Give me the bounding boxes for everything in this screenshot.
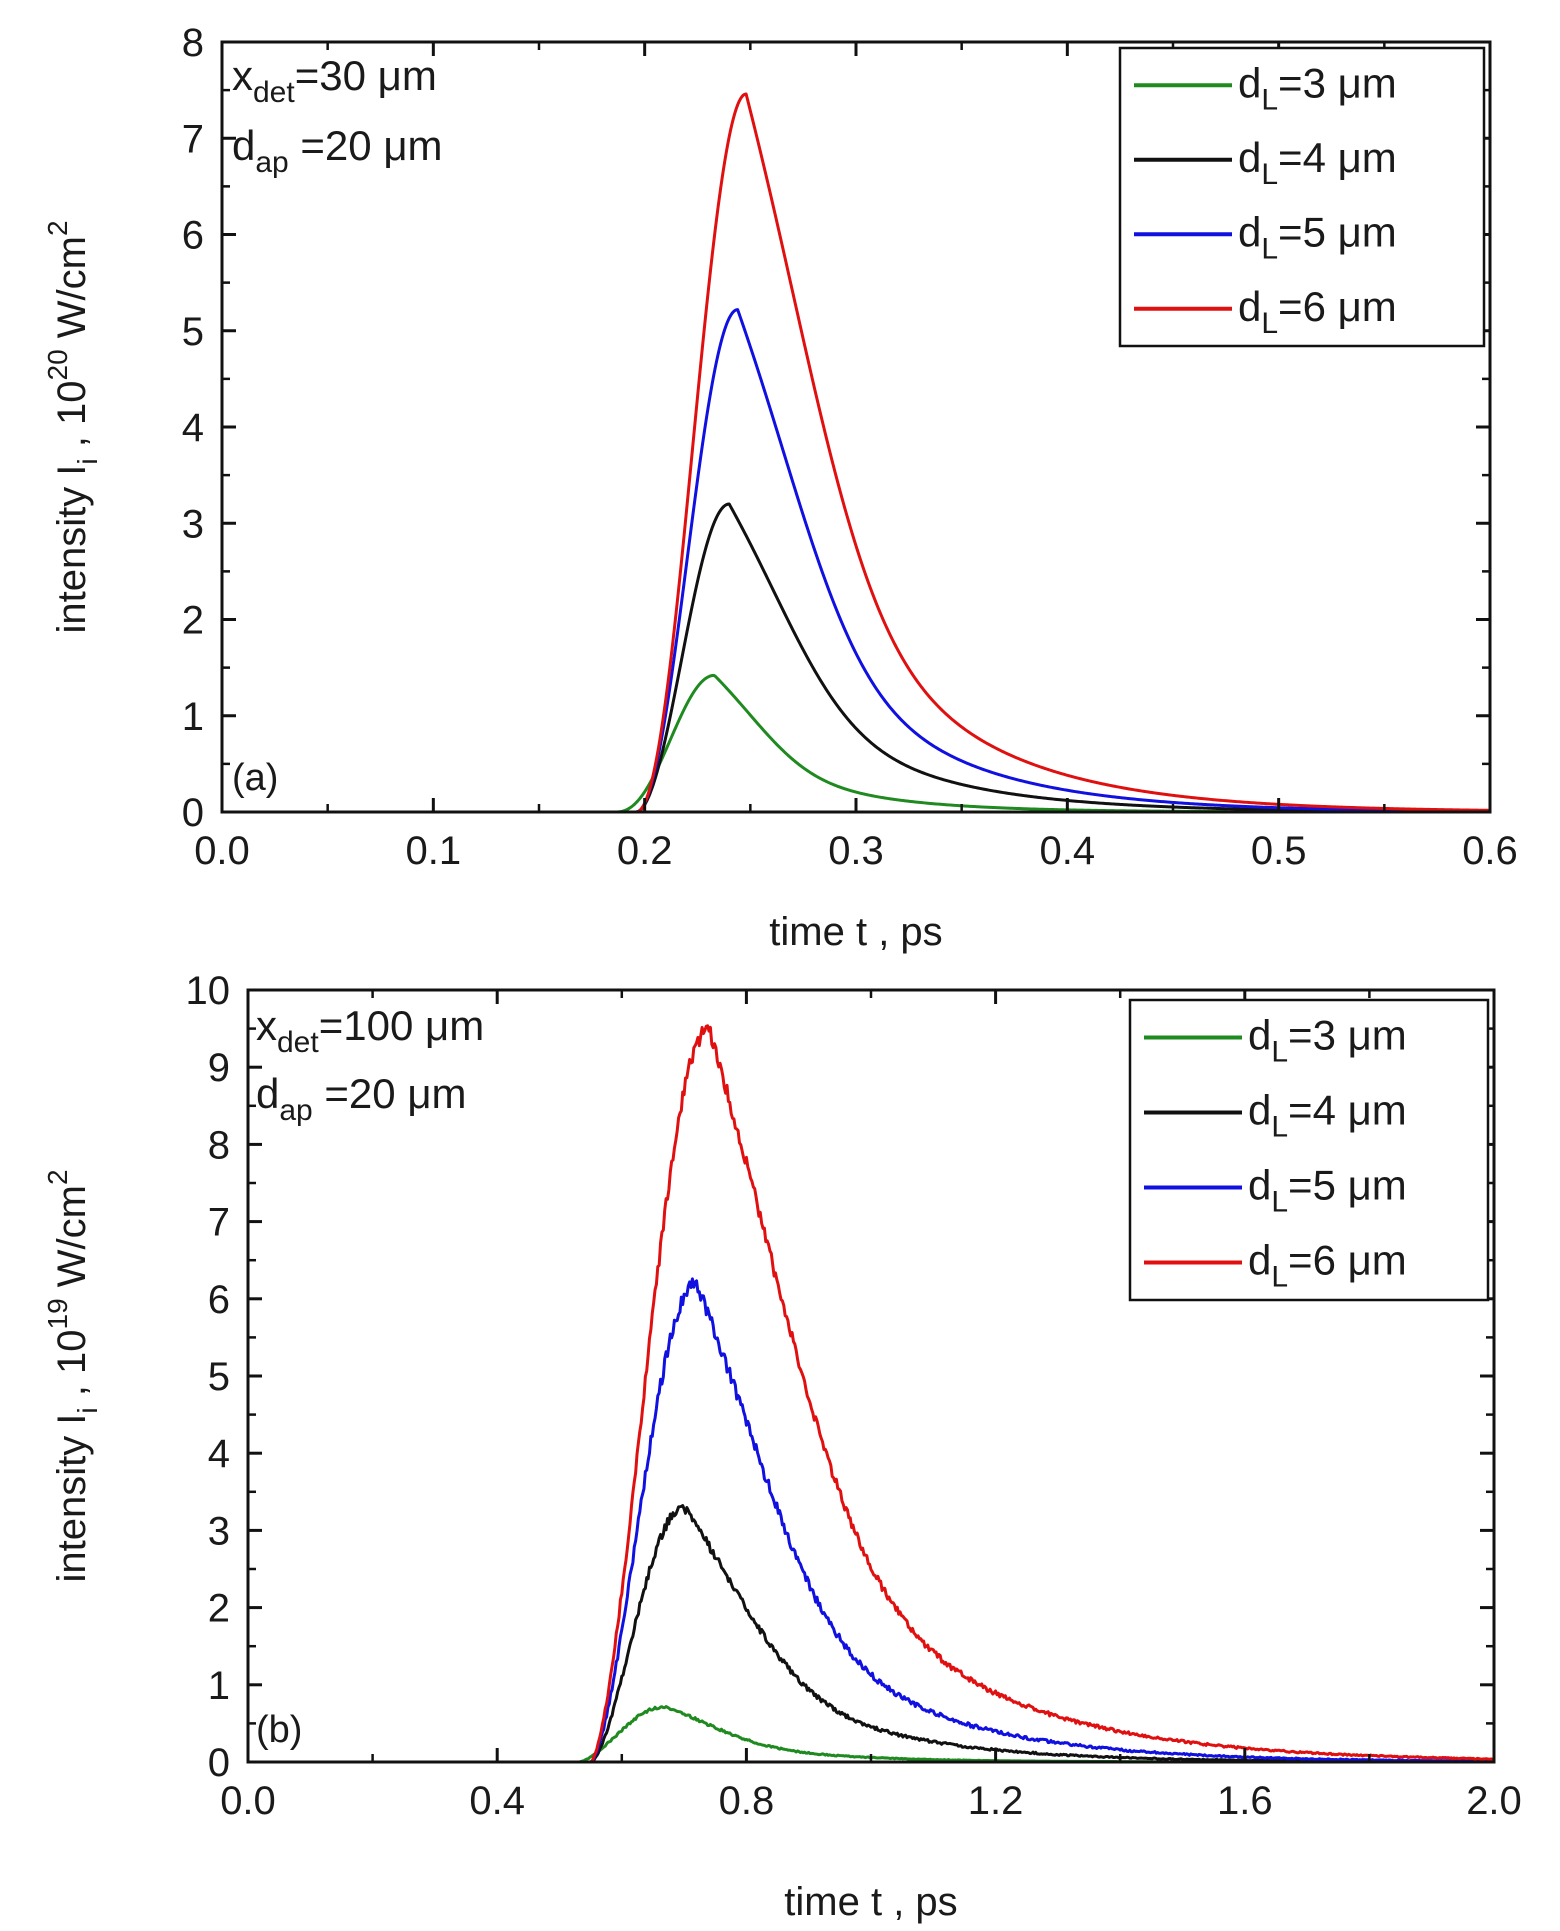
legend-box	[1118, 46, 1486, 348]
legend-label-1: dL=3 μm	[1248, 1012, 1407, 1069]
x-tick-label: 0.3	[828, 829, 884, 873]
legend-box	[1128, 998, 1490, 1302]
x-tick-label: 1.2	[968, 1779, 1024, 1823]
y-axis-title: intensity Ii , 1019 W/cm2	[42, 1169, 103, 1582]
annotation-1: xdet=100 μm	[256, 1002, 484, 1059]
y-tick-label: 4	[182, 406, 204, 450]
y-tick-label: 9	[208, 1046, 230, 1090]
legend-label-2: dL=4 μm	[1238, 134, 1397, 191]
series-line-2	[248, 1504, 1494, 1762]
y-tick-label: 3	[182, 502, 204, 546]
y-tick-label: 4	[208, 1432, 230, 1476]
y-tick-label: 7	[208, 1201, 230, 1245]
x-tick-label: 0.6	[1462, 829, 1518, 873]
y-tick-label: 8	[208, 1123, 230, 1167]
y-tick-label: 6	[182, 214, 204, 258]
y-tick-label: 10	[186, 969, 231, 1013]
panel-b-chart: 0.0 0.4 0.8 1.2 1.6 2.0 0 1 2 3 4 5 6 7 8 9 10 time t , p…	[42, 969, 1522, 1924]
x-tick-label: 0.5	[1251, 829, 1307, 873]
legend-label-3: dL=5 μm	[1238, 208, 1397, 265]
series-line-1	[248, 1705, 1494, 1762]
y-axis-title: intensity Ii , 1020 W/cm2	[42, 220, 103, 633]
x-axis-title: time t , ps	[769, 910, 942, 954]
y-tick-label: 5	[208, 1355, 230, 1399]
x-tick-label: 0.4	[469, 1779, 525, 1823]
panel-label: (b)	[256, 1709, 302, 1751]
x-axis-title: time t , ps	[784, 1880, 957, 1924]
x-tick-label: 0.8	[719, 1779, 775, 1823]
legend-label-2: dL=4 μm	[1248, 1087, 1407, 1144]
y-tick-label: 0	[208, 1741, 230, 1785]
x-tick-label: 0.1	[406, 829, 462, 873]
x-tick-label: 1.6	[1217, 1779, 1273, 1823]
series-line-1	[222, 673, 1490, 812]
y-tick-label: 2	[208, 1587, 230, 1631]
series-line-3	[248, 1277, 1494, 1762]
panel-label: (a)	[232, 757, 278, 799]
legend-label-4: dL=6 μm	[1238, 283, 1397, 340]
x-tick-label: 0.2	[617, 829, 673, 873]
y-tick-label: 0	[182, 791, 204, 835]
y-tick-label: 3	[208, 1509, 230, 1553]
y-tick-label: 7	[182, 117, 204, 161]
legend-label-3: dL=5 μm	[1248, 1162, 1407, 1219]
y-tick-label: 2	[182, 599, 204, 643]
x-tick-label: 0.0	[194, 829, 250, 873]
series-line-3	[222, 308, 1490, 812]
annotation-1: xdet=30 μm	[232, 52, 437, 109]
y-tick-label: 1	[182, 695, 204, 739]
legend-label-4: dL=6 μm	[1248, 1237, 1407, 1294]
y-tick-label: 1	[208, 1664, 230, 1708]
x-tick-label: 0.0	[220, 1779, 276, 1823]
annotation-2: dap =20 μm	[232, 122, 443, 179]
x-tick-label: 0.4	[1040, 829, 1096, 873]
series-line-4	[248, 1024, 1494, 1762]
legend: dL=3 μm dL=4 μm dL=5 μm dL=6 μm	[1128, 998, 1490, 1302]
legend-label-1: dL=3 μm	[1238, 59, 1397, 116]
x-tick-label: 2.0	[1466, 1779, 1522, 1823]
legend: dL=3 μm dL=4 μm dL=5 μm dL=6 μm	[1118, 46, 1486, 348]
annotation-2: dap =20 μm	[256, 1070, 467, 1127]
panel-a-chart: 0.0 0.1 0.2 0.3 0.4 0.5 0.6 0 1 2 3 4 5 6 7 8 time t , p…	[42, 21, 1518, 954]
y-tick-label: 6	[208, 1278, 230, 1322]
y-tick-label: 8	[182, 21, 204, 65]
y-tick-label: 5	[182, 310, 204, 354]
